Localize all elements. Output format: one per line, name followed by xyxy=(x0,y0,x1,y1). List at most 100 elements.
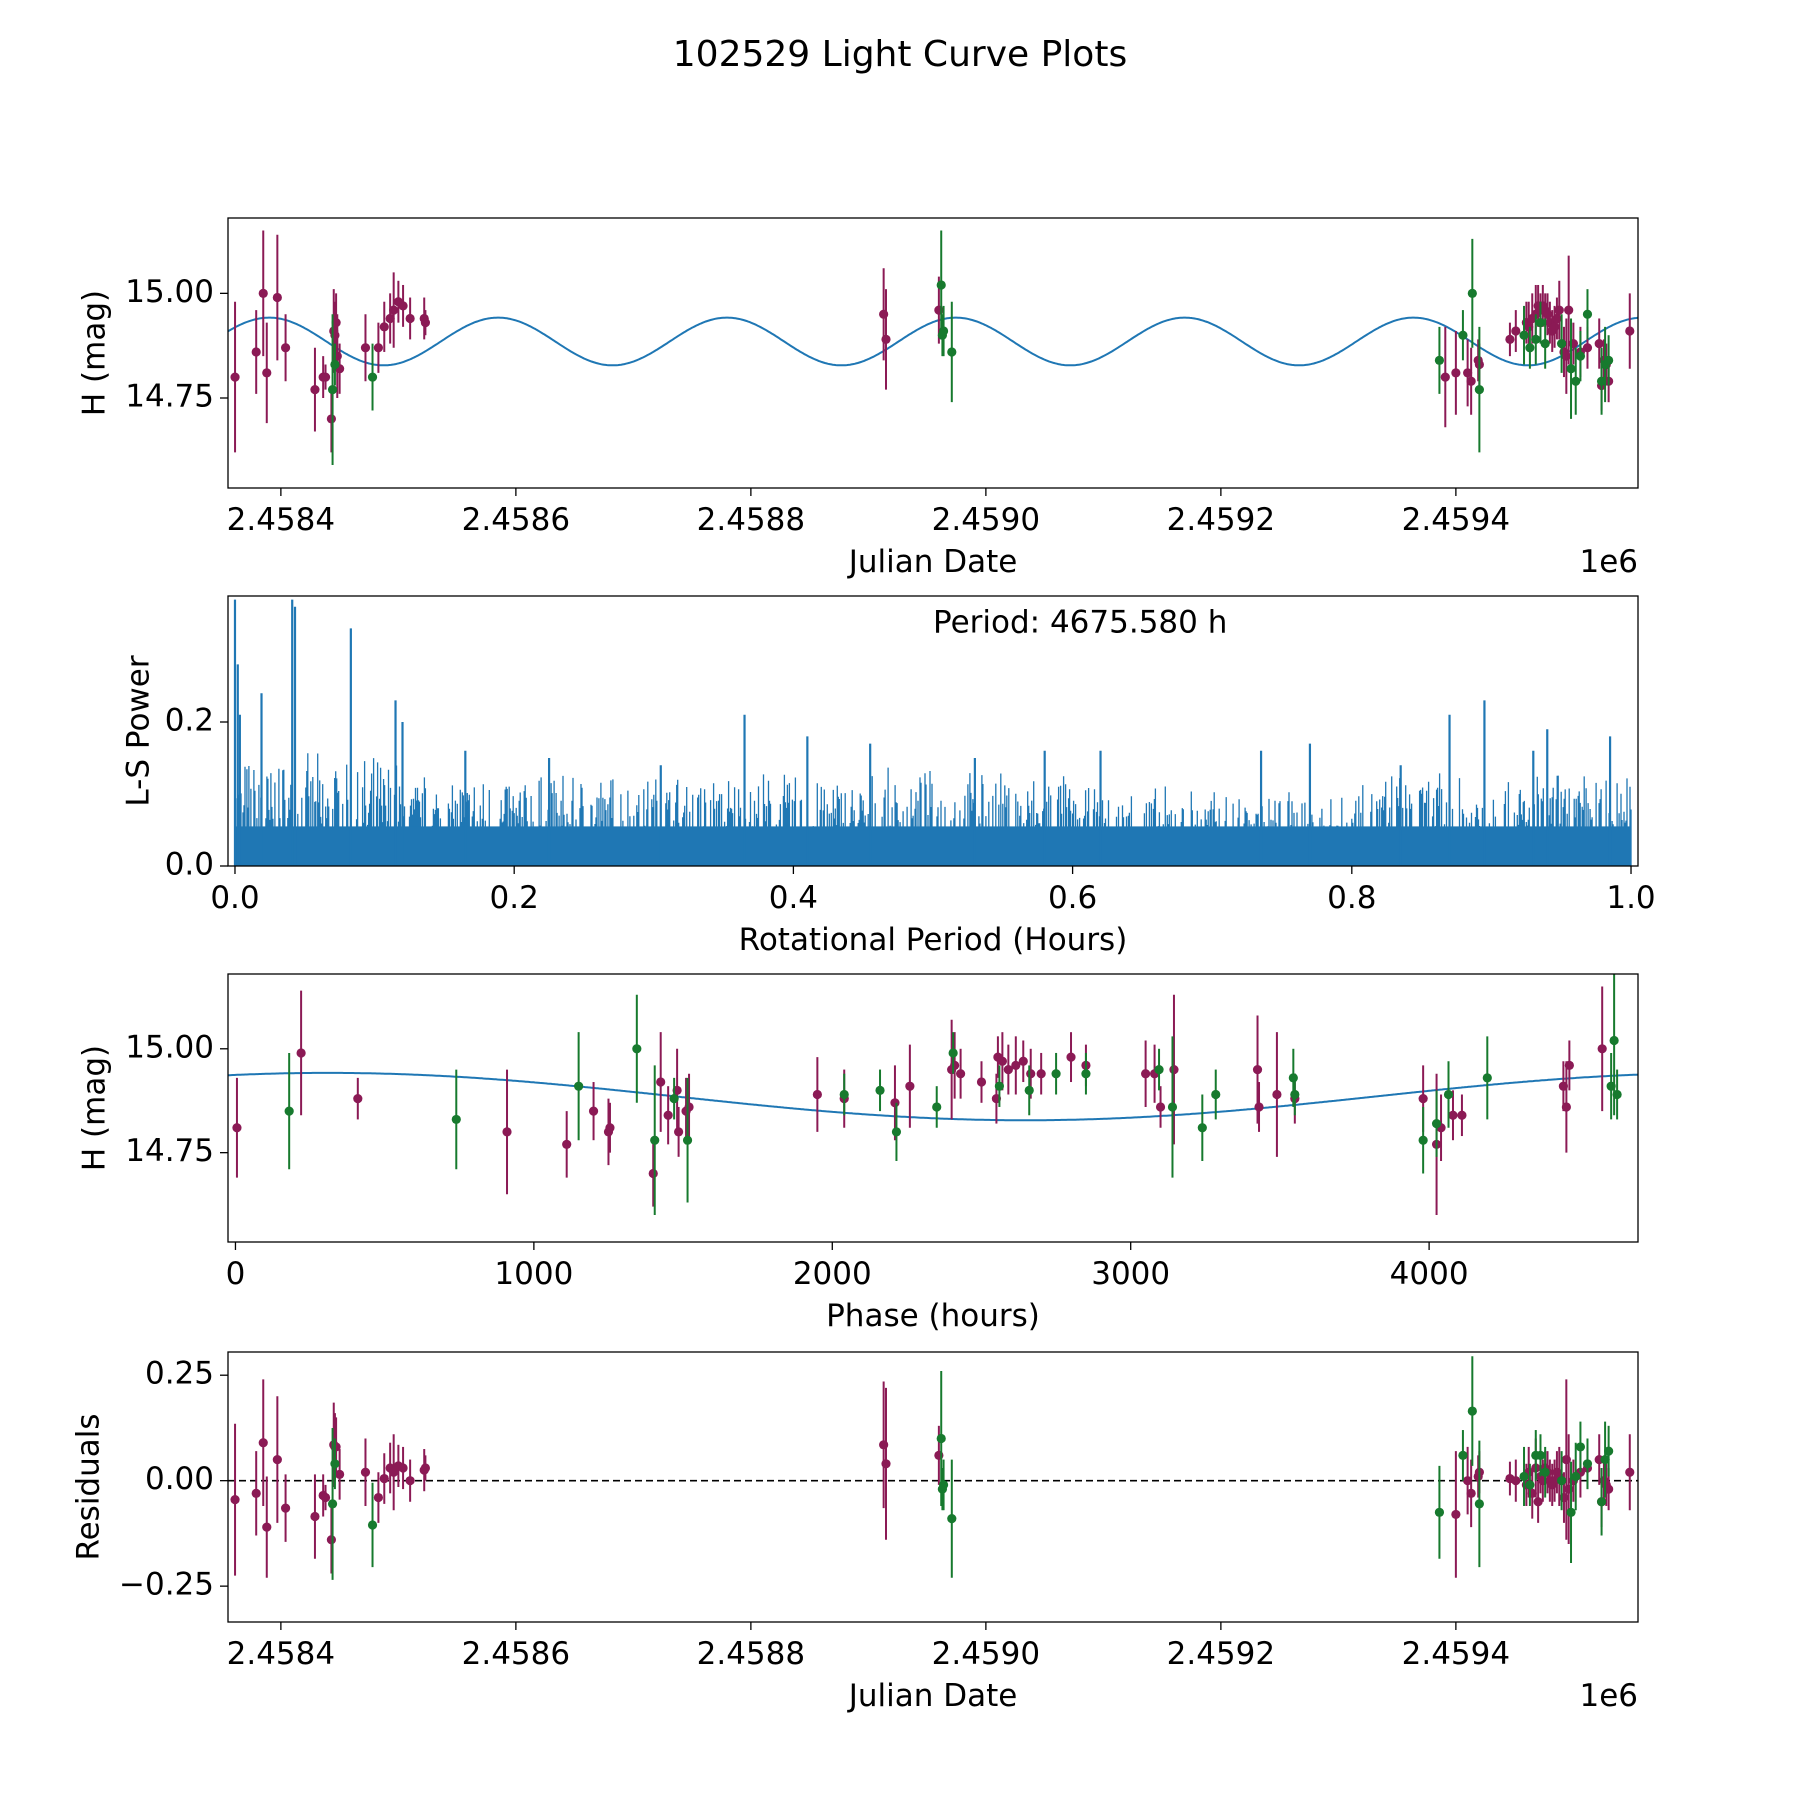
data-point-purple xyxy=(1597,1044,1607,1054)
y-axis-label: H (mag) xyxy=(77,1045,113,1171)
data-point-green xyxy=(1051,1069,1061,1079)
data-point-green xyxy=(1566,364,1576,374)
data-point-purple xyxy=(405,313,415,324)
x-tick-label: 2.4594 xyxy=(1402,502,1510,538)
data-point-green xyxy=(330,359,340,370)
data-point-green xyxy=(1024,1085,1034,1095)
data-point-green xyxy=(330,1459,340,1469)
data-point-green xyxy=(1167,1102,1178,1112)
x-axis-offset-label: 1e6 xyxy=(1579,544,1638,580)
data-point-purple xyxy=(1141,1069,1151,1079)
data-point-green xyxy=(327,385,338,395)
x-tick-label: 2.4592 xyxy=(1167,1636,1275,1672)
y-tick-label: 15.00 xyxy=(125,1029,214,1065)
y-tick-label: −0.25 xyxy=(119,1567,214,1603)
y-tick-label: 0.0 xyxy=(165,847,214,883)
data-point-green xyxy=(1535,1450,1546,1460)
data-point-green xyxy=(1519,1471,1529,1482)
data-point-purple xyxy=(398,301,408,311)
data-point-purple xyxy=(1554,305,1564,315)
x-tick-label: 0.6 xyxy=(1048,880,1097,916)
x-tick-label: 0.8 xyxy=(1327,880,1376,916)
data-point-green xyxy=(451,1114,461,1125)
data-point-green xyxy=(1596,376,1607,386)
data-point-green xyxy=(947,1514,957,1524)
data-point-green xyxy=(1482,1073,1492,1083)
data-layer xyxy=(228,974,1638,1215)
data-point-green xyxy=(1434,355,1445,365)
data-point-green xyxy=(1540,1467,1550,1477)
x-tick-label: 0.0 xyxy=(210,880,259,916)
data-point-purple xyxy=(1457,1110,1467,1120)
data-point-green xyxy=(574,1081,584,1091)
data-point-purple xyxy=(310,1511,320,1522)
data-point-purple xyxy=(1463,368,1473,378)
data-point-purple xyxy=(331,1442,341,1452)
data-point-purple xyxy=(1155,1102,1166,1112)
data-point-purple xyxy=(258,1438,268,1448)
data-point-green xyxy=(839,1089,849,1100)
data-point-purple xyxy=(280,343,291,353)
x-tick-label: 0 xyxy=(226,1256,246,1292)
data-point-purple xyxy=(1254,1102,1264,1112)
y-tick-label: 15.00 xyxy=(125,274,214,310)
subplot-lightcurve: 2.4584 2.4586 2.4588 2.4590 2.4592 2.4594 14.7… xyxy=(77,217,1639,580)
data-point-green xyxy=(669,1094,679,1104)
data-point-purple xyxy=(262,368,272,378)
data-point-green xyxy=(682,1135,693,1145)
data-point-green xyxy=(1418,1135,1428,1145)
data-point-purple xyxy=(389,305,399,315)
subplot-residuals: 2.4584 2.4586 2.4588 2.4590 2.4592 2.4594 −0.2… xyxy=(71,1351,1639,1714)
data-point-purple xyxy=(1066,1052,1076,1062)
period-annotation: Period: 4675.580 h xyxy=(933,605,1227,641)
data-point-purple xyxy=(1564,305,1574,315)
data-point-green xyxy=(1557,338,1567,349)
data-point-purple xyxy=(890,1098,900,1108)
data-point-purple xyxy=(1466,376,1476,386)
data-point-green xyxy=(1604,1446,1614,1456)
data-point-purple xyxy=(1451,1509,1461,1520)
x-tick-label: 2000 xyxy=(793,1256,872,1292)
x-tick-label: 2.4590 xyxy=(932,502,1040,538)
axes-frame xyxy=(227,973,1639,1243)
data-point-purple xyxy=(1440,372,1450,382)
data-point-purple xyxy=(1466,1488,1476,1498)
y-axis-label: H (mag) xyxy=(77,290,113,416)
data-point-green xyxy=(1582,309,1593,319)
data-point-purple xyxy=(1272,1089,1282,1100)
data-point-purple xyxy=(373,1492,383,1503)
data-point-green xyxy=(1596,1497,1607,1507)
data-point-purple xyxy=(320,372,331,382)
x-axis-label: Rotational Period (Hours) xyxy=(739,922,1128,958)
x-tick-label: 4000 xyxy=(1390,1256,1469,1292)
data-point-purple xyxy=(1026,1069,1036,1079)
data-point-purple xyxy=(420,318,430,328)
data-point-green xyxy=(1566,1507,1576,1517)
y-axis-label: Residuals xyxy=(71,1413,107,1560)
data-point-purple xyxy=(326,414,336,424)
model-curve xyxy=(228,1071,1638,1122)
data-point-green xyxy=(650,1135,660,1145)
data-point-purple xyxy=(353,1094,363,1104)
data-point-purple xyxy=(360,343,371,353)
data-point-green xyxy=(1535,318,1546,328)
data-layer xyxy=(228,230,1638,465)
data-point-purple xyxy=(1561,1102,1571,1112)
data-point-green xyxy=(1575,351,1586,361)
data-point-purple xyxy=(1604,1484,1614,1494)
data-point-green xyxy=(1467,1406,1477,1416)
data-point-purple xyxy=(605,1123,615,1133)
x-tick-label: 3000 xyxy=(1091,1256,1170,1292)
y-tick-label: 14.75 xyxy=(125,379,214,415)
x-tick-label: 2.4586 xyxy=(462,502,570,538)
data-point-purple xyxy=(232,1123,242,1133)
data-point-green xyxy=(1540,338,1550,349)
model-curve xyxy=(228,316,1638,367)
data-point-green xyxy=(1154,1064,1164,1075)
data-point-purple xyxy=(1511,326,1521,336)
data-point-purple xyxy=(950,1060,960,1071)
data-point-purple xyxy=(230,372,240,382)
data-point-purple xyxy=(881,334,891,344)
data-point-green xyxy=(875,1085,885,1095)
data-point-purple xyxy=(1511,1476,1521,1486)
